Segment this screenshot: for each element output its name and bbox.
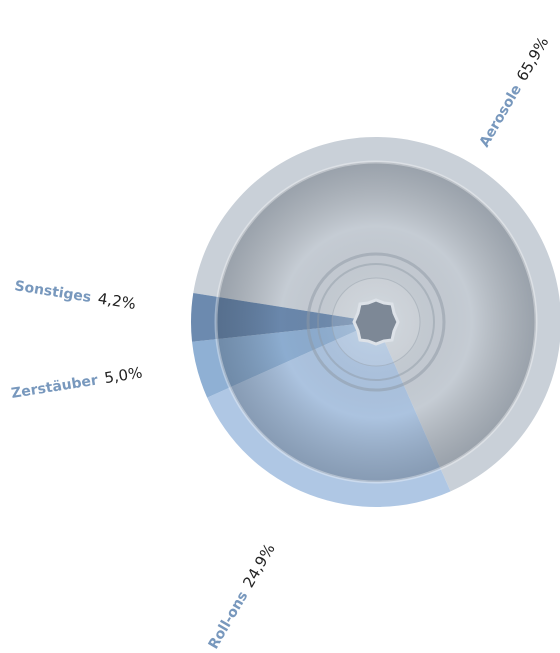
category-label: Sonstiges xyxy=(13,278,92,306)
category-label: Roll-ons xyxy=(206,589,252,652)
slice-label: Sonstiges 4,2% xyxy=(13,278,137,313)
value-label: 65,9% xyxy=(513,34,552,84)
ring xyxy=(306,252,446,392)
cap-rim xyxy=(214,160,538,484)
cap-decoration xyxy=(214,160,538,484)
value-label: 5,0% xyxy=(103,363,143,387)
category-label: Aerosole xyxy=(477,82,525,150)
ring xyxy=(317,263,435,381)
value-label: 4,2% xyxy=(97,289,137,313)
value-label: 24,9% xyxy=(239,540,278,590)
knob xyxy=(352,298,400,346)
category-label: Zerstäuber xyxy=(10,372,99,401)
slice-label: Zerstäuber 5,0% xyxy=(10,363,143,402)
